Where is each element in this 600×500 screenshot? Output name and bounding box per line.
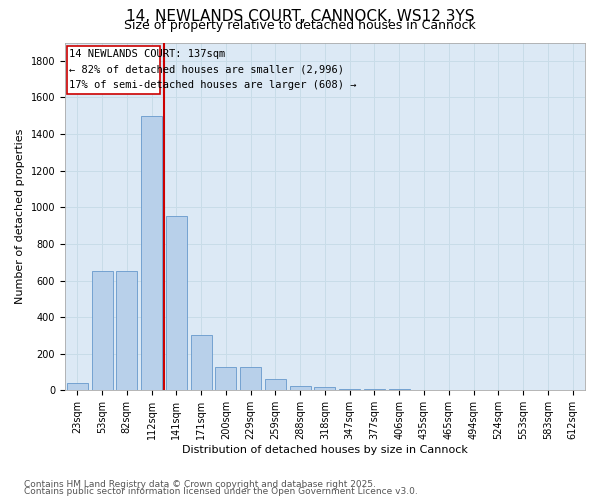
Text: 14, NEWLANDS COURT, CANNOCK, WS12 3YS: 14, NEWLANDS COURT, CANNOCK, WS12 3YS <box>126 9 474 24</box>
Bar <box>191 336 212 390</box>
Text: 17% of semi-detached houses are larger (608) →: 17% of semi-detached houses are larger (… <box>69 80 356 90</box>
Bar <box>314 386 335 390</box>
Bar <box>265 380 286 390</box>
Y-axis label: Number of detached properties: Number of detached properties <box>15 128 25 304</box>
Text: Contains public sector information licensed under the Open Government Licence v3: Contains public sector information licen… <box>24 487 418 496</box>
Text: Size of property relative to detached houses in Cannock: Size of property relative to detached ho… <box>124 19 476 32</box>
Bar <box>67 383 88 390</box>
Bar <box>166 216 187 390</box>
Bar <box>290 386 311 390</box>
Bar <box>92 272 113 390</box>
Bar <box>116 272 137 390</box>
X-axis label: Distribution of detached houses by size in Cannock: Distribution of detached houses by size … <box>182 445 468 455</box>
Text: 14 NEWLANDS COURT: 137sqm: 14 NEWLANDS COURT: 137sqm <box>69 49 225 59</box>
Bar <box>215 366 236 390</box>
Bar <box>240 366 261 390</box>
Bar <box>141 116 162 390</box>
Text: ← 82% of detached houses are smaller (2,996): ← 82% of detached houses are smaller (2,… <box>69 64 344 74</box>
FancyBboxPatch shape <box>67 46 160 94</box>
Text: Contains HM Land Registry data © Crown copyright and database right 2025.: Contains HM Land Registry data © Crown c… <box>24 480 376 489</box>
